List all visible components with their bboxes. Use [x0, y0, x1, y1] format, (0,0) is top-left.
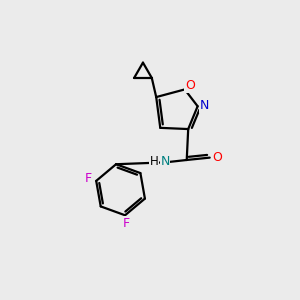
- Text: O: O: [212, 151, 222, 164]
- Text: N: N: [200, 99, 209, 112]
- Text: N: N: [160, 155, 170, 168]
- Text: O: O: [185, 79, 195, 92]
- Text: H: H: [150, 155, 159, 168]
- Text: F: F: [123, 217, 130, 230]
- Text: F: F: [84, 172, 92, 185]
